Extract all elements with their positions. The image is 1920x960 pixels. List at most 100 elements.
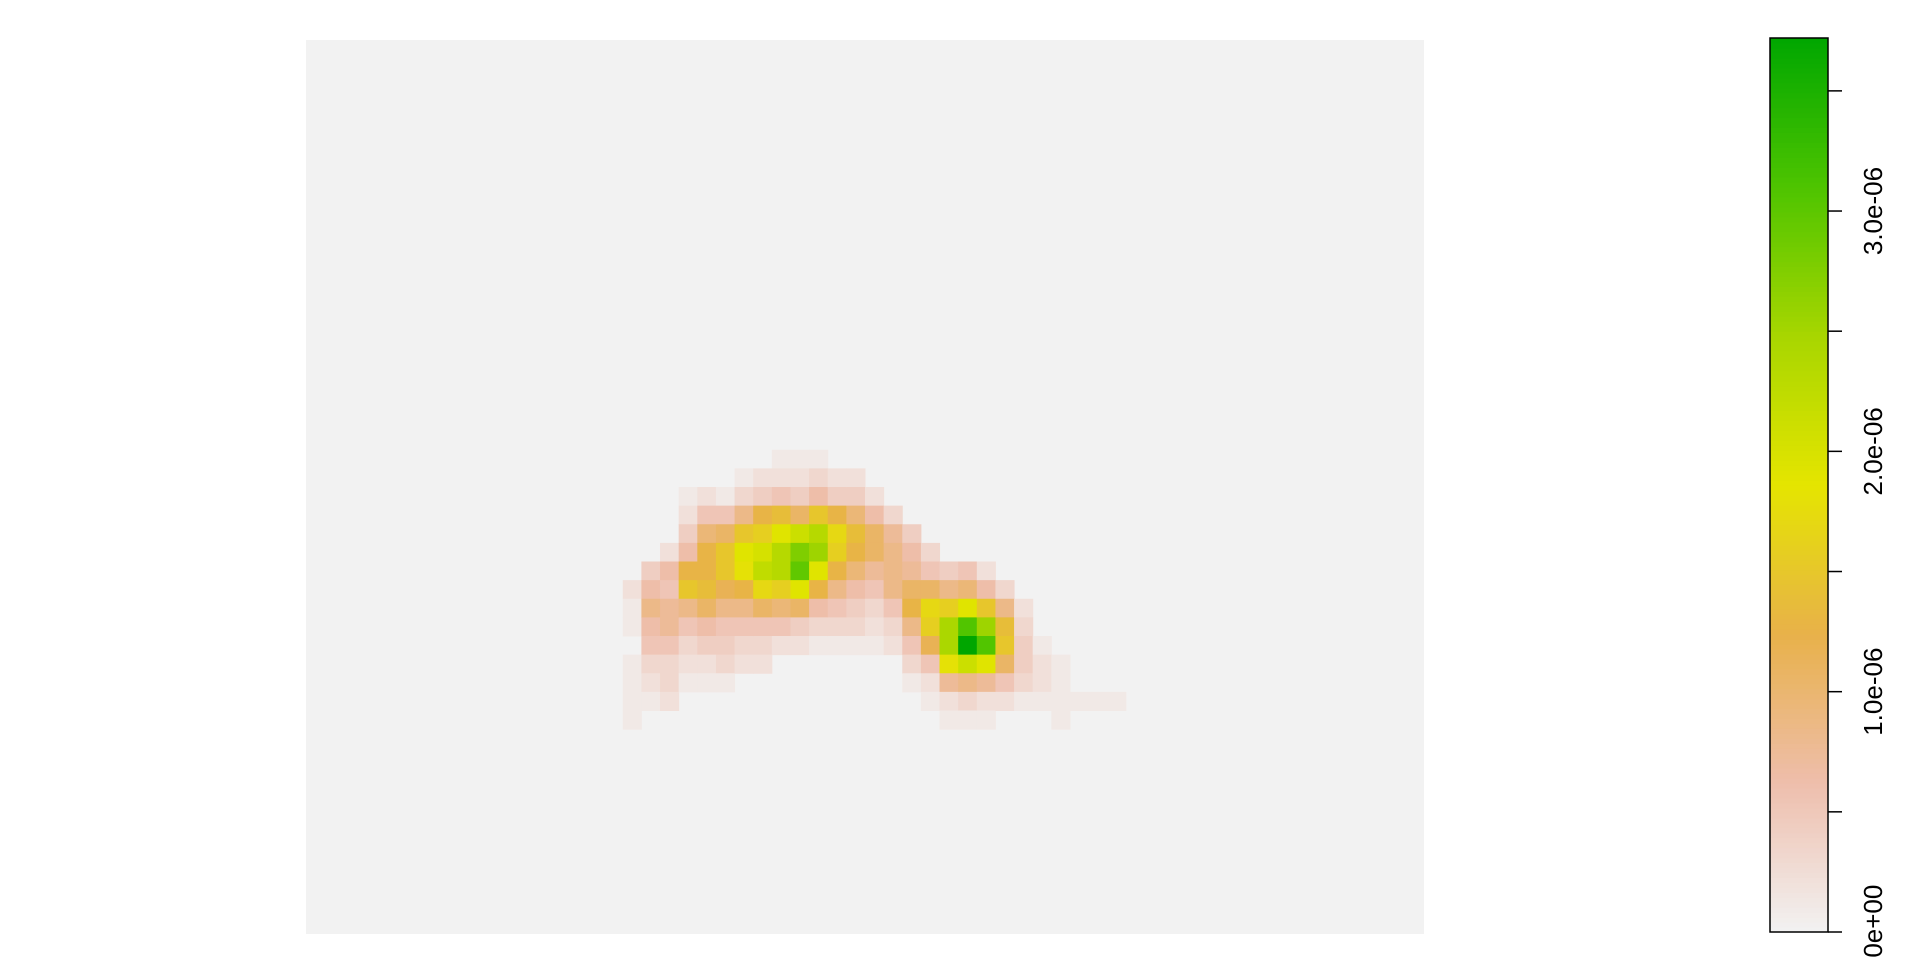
colorbar-strip bbox=[1770, 678, 1828, 685]
colorbar-strip bbox=[1770, 345, 1828, 352]
heatmap-cell bbox=[865, 598, 885, 618]
heatmap-cell bbox=[715, 542, 736, 563]
colorbar-strip bbox=[1770, 127, 1828, 133]
heatmap-cell bbox=[715, 673, 736, 693]
colorbar-strip bbox=[1770, 783, 1828, 789]
heatmap-cell bbox=[995, 673, 1015, 693]
colorbar-strip bbox=[1770, 291, 1828, 297]
colorbar-strip bbox=[1770, 832, 1828, 839]
colorbar-strip bbox=[1770, 827, 1828, 834]
heatmap-cell bbox=[827, 561, 847, 581]
heatmap-cell bbox=[846, 561, 866, 581]
heatmap-cell bbox=[641, 654, 661, 674]
colorbar-strip bbox=[1770, 311, 1828, 317]
heatmap-cell bbox=[771, 468, 791, 488]
heatmap-cell bbox=[1014, 598, 1034, 618]
heatmap-cell bbox=[790, 487, 810, 507]
heatmap-cell bbox=[939, 691, 959, 712]
heatmap-cell bbox=[902, 673, 922, 693]
colorbar-strip bbox=[1770, 211, 1828, 218]
colorbar-strip bbox=[1770, 470, 1828, 476]
heatmap-cell bbox=[734, 524, 754, 544]
colorbar-strip bbox=[1770, 897, 1828, 903]
heatmap-cell bbox=[958, 710, 978, 730]
colorbar-strip bbox=[1770, 554, 1828, 561]
heatmap-cell bbox=[678, 561, 698, 581]
heatmap-cell bbox=[678, 636, 698, 656]
heatmap-cell bbox=[939, 673, 959, 693]
heatmap-cell bbox=[958, 617, 978, 637]
heatmap-cell bbox=[865, 617, 885, 637]
heatmap-cell bbox=[678, 673, 698, 693]
colorbar-strip bbox=[1770, 733, 1828, 739]
heatmap-cell bbox=[902, 598, 922, 618]
colorbar-strip bbox=[1770, 698, 1828, 705]
heatmap-cell bbox=[809, 449, 829, 469]
heatmap-cell bbox=[734, 468, 754, 488]
heatmap-cell bbox=[883, 617, 903, 637]
heatmap-cell bbox=[678, 487, 698, 507]
heatmap-cell bbox=[790, 636, 810, 656]
heatmap-cell bbox=[976, 598, 996, 618]
colorbar-strip bbox=[1770, 812, 1828, 819]
heatmap-cell bbox=[641, 617, 661, 637]
colorbar-strip bbox=[1770, 509, 1828, 516]
colorbar-strip bbox=[1770, 385, 1828, 392]
heatmap-cells bbox=[622, 449, 1127, 730]
heatmap-cell bbox=[715, 636, 736, 656]
colorbar-strip bbox=[1770, 117, 1828, 124]
heatmap-cell bbox=[920, 542, 941, 563]
heatmap-cell bbox=[920, 673, 941, 693]
heatmap-cell bbox=[753, 542, 773, 563]
heatmap-cell bbox=[846, 636, 866, 656]
heatmap-cell bbox=[734, 617, 754, 637]
colorbar-strip bbox=[1770, 360, 1828, 367]
colorbar-strip bbox=[1770, 594, 1828, 600]
heatmap-cell bbox=[734, 598, 754, 618]
heatmap-cell bbox=[753, 524, 773, 544]
colorbar-strip bbox=[1770, 107, 1828, 114]
heatmap-cell bbox=[958, 654, 978, 674]
heatmap-cell bbox=[622, 673, 642, 693]
colorbar-strip bbox=[1770, 718, 1828, 724]
heatmap-cell bbox=[958, 636, 978, 656]
colorbar-strip bbox=[1770, 191, 1828, 198]
colorbar-strip bbox=[1770, 927, 1828, 933]
colorbar-strip bbox=[1770, 450, 1828, 456]
colorbar-strip bbox=[1770, 902, 1828, 908]
colorbar-strip bbox=[1770, 624, 1828, 630]
heatmap-cell bbox=[622, 654, 642, 674]
colorbar-strip bbox=[1770, 723, 1828, 729]
colorbar-strip bbox=[1770, 912, 1828, 918]
colorbar-strip bbox=[1770, 475, 1828, 481]
heatmap-cell bbox=[846, 505, 866, 525]
colorbar-strip bbox=[1770, 42, 1828, 49]
colorbar-strip bbox=[1770, 619, 1828, 625]
colorbar-strip bbox=[1770, 301, 1828, 307]
colorbar-strip bbox=[1770, 137, 1828, 143]
colorbar-strip bbox=[1770, 276, 1828, 282]
heatmap-cell bbox=[697, 487, 717, 507]
heatmap-cell bbox=[753, 505, 773, 525]
heatmap-cell bbox=[715, 580, 736, 600]
heatmap-cell bbox=[771, 598, 791, 618]
heatmap-cell bbox=[902, 617, 922, 637]
heatmap-cell bbox=[697, 561, 717, 581]
colorbar-strip bbox=[1770, 177, 1828, 183]
colorbar-strip bbox=[1770, 72, 1828, 79]
colorbar-strip bbox=[1770, 867, 1828, 873]
heatmap-cell bbox=[939, 617, 959, 637]
heatmap-cell bbox=[1032, 636, 1052, 656]
colorbar-ticks bbox=[1828, 90, 1842, 933]
colorbar-gradient bbox=[1770, 38, 1828, 933]
colorbar-tick-label: 3.0e-06 bbox=[1858, 167, 1888, 255]
heatmap-cell bbox=[660, 617, 680, 637]
heatmap-cell bbox=[771, 524, 791, 544]
heatmap-cell bbox=[715, 524, 736, 544]
colorbar-strip bbox=[1770, 499, 1828, 506]
colorbar-strip bbox=[1770, 410, 1828, 417]
heatmap-cell bbox=[715, 487, 736, 507]
colorbar-strip bbox=[1770, 251, 1828, 258]
heatmap-cell bbox=[827, 468, 847, 488]
heatmap-cell bbox=[660, 673, 680, 693]
